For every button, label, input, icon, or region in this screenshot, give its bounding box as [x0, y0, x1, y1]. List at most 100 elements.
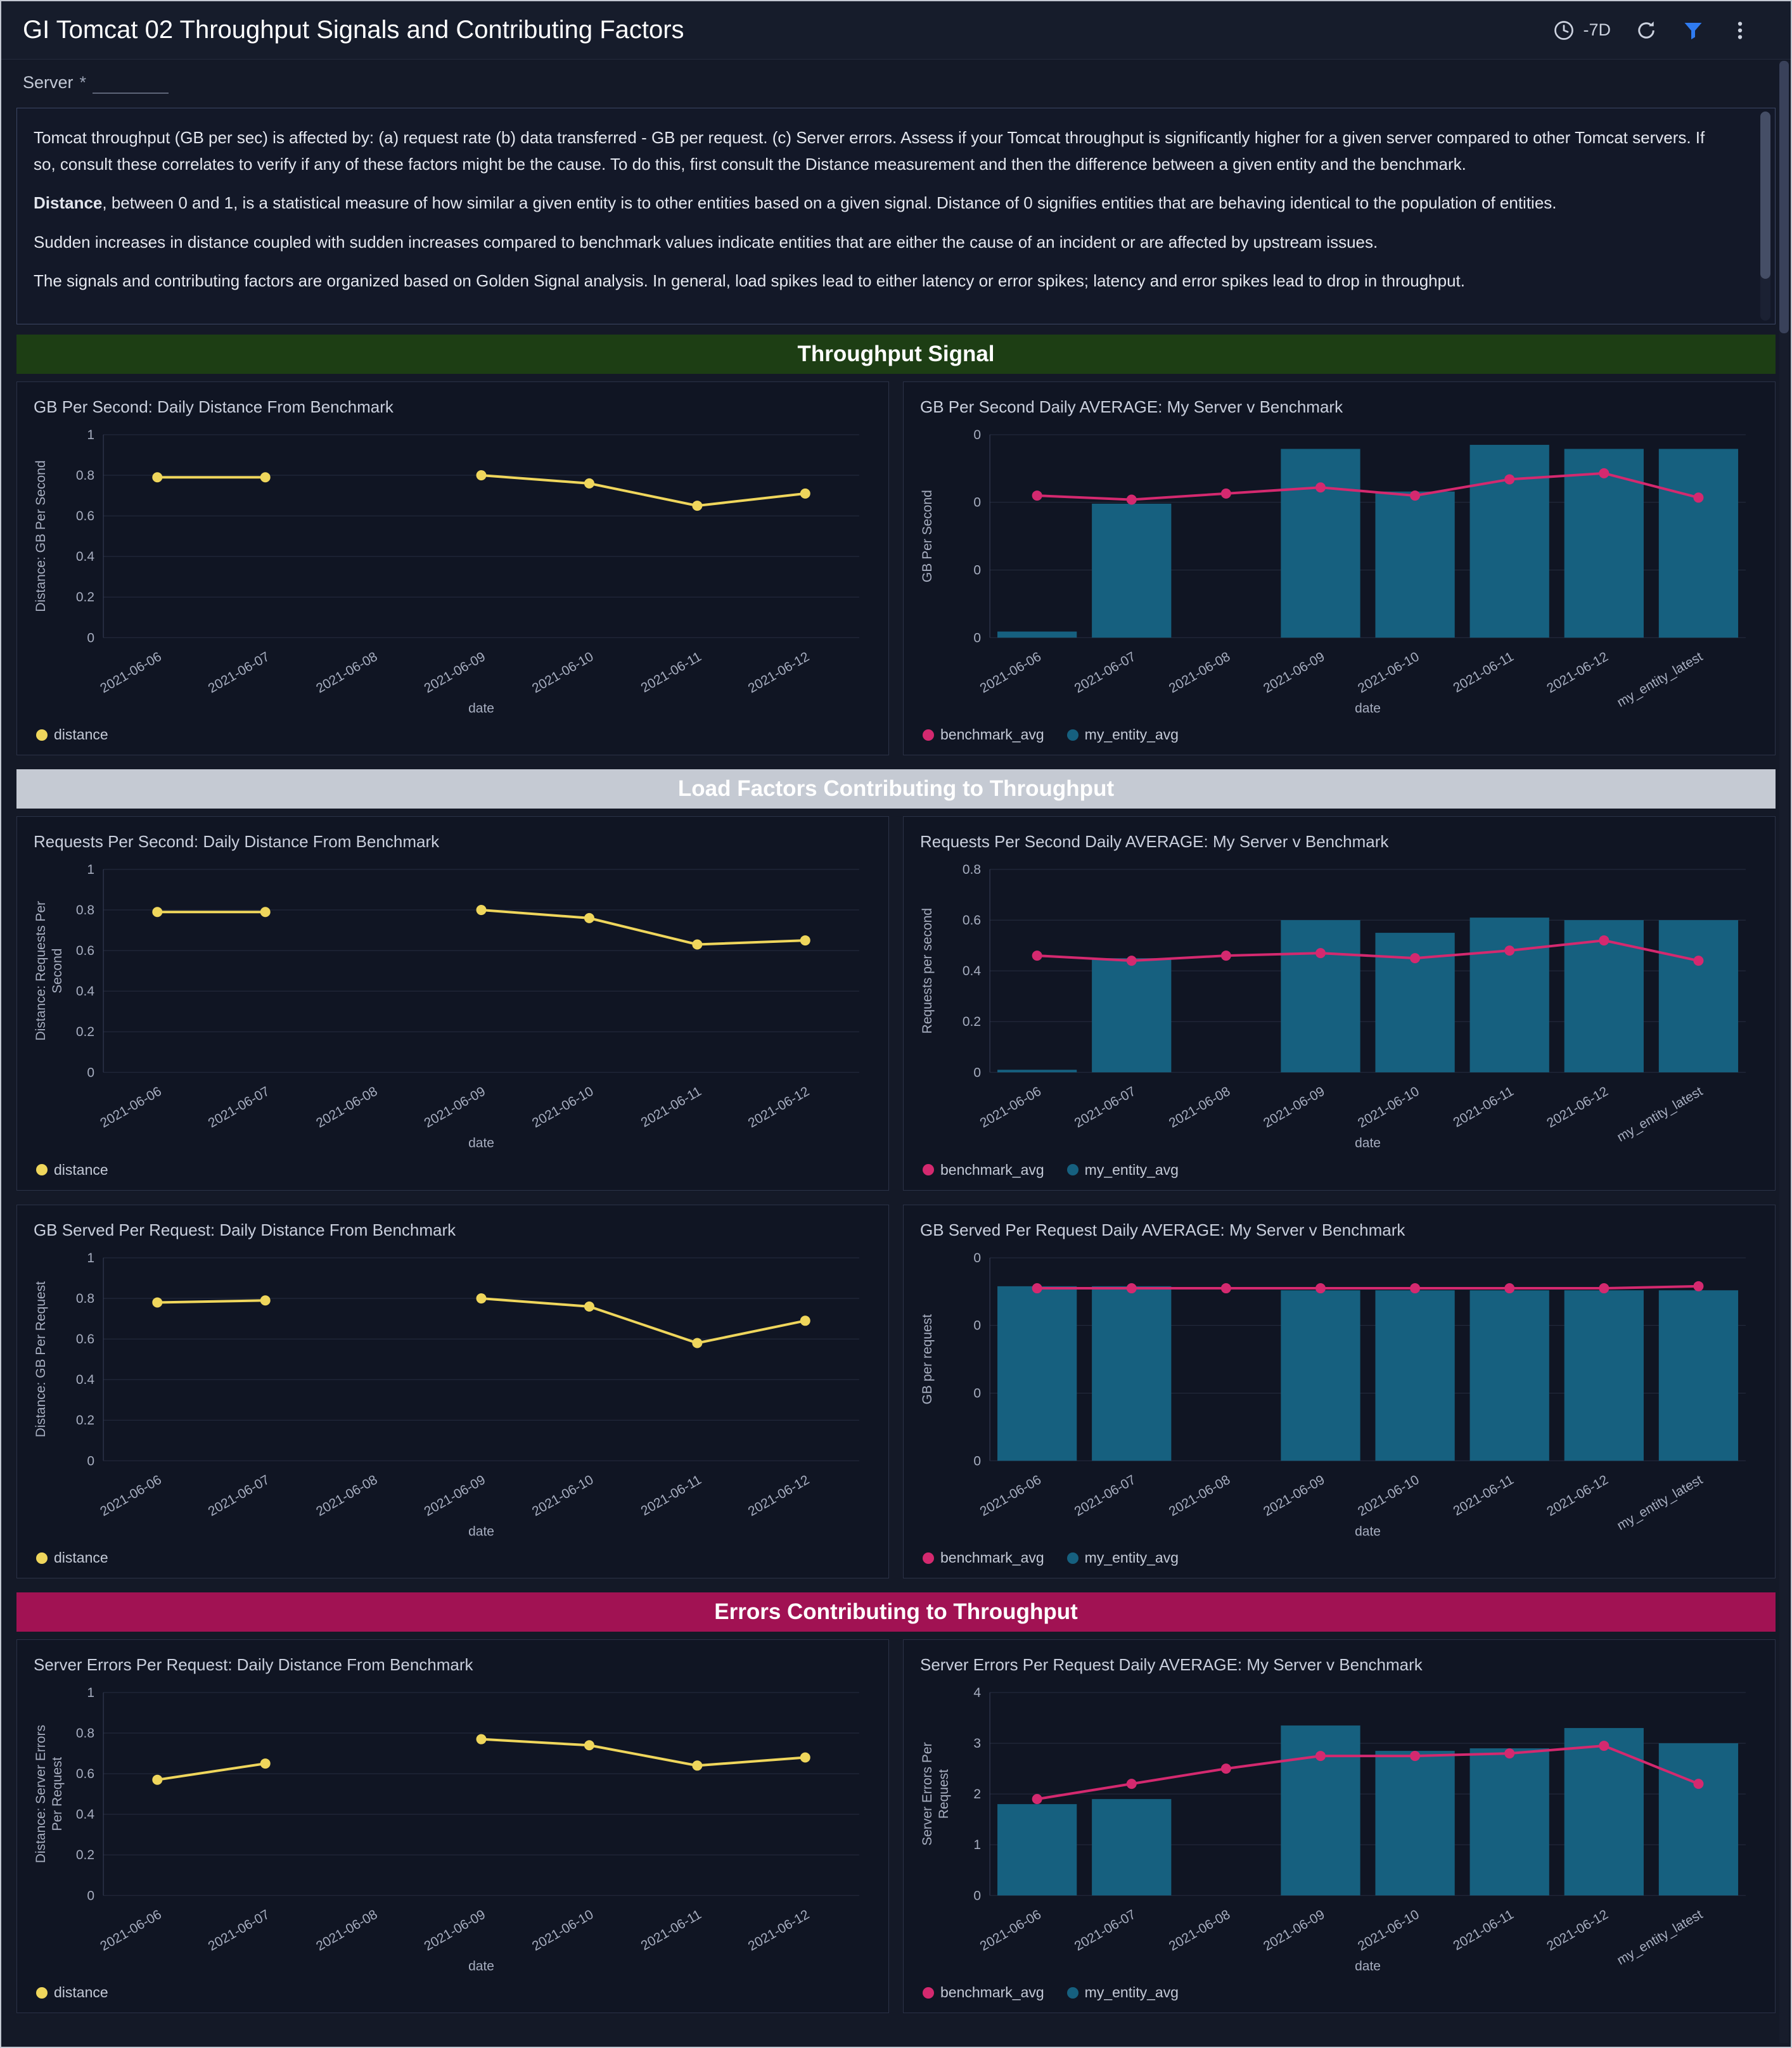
svg-text:0.2: 0.2 — [76, 1025, 94, 1040]
requests-per-second-average-chart[interactable]: 0 0.2 0.4 0.6 0.8 2021-06-06 2021-06-07 2021-06… — [915, 858, 1763, 1156]
panel-title: GB Served Per Request: Daily Distance Fr… — [34, 1220, 456, 1239]
legend-item[interactable]: benchmark_avg — [923, 1984, 1044, 2001]
requests-per-second-distance-chart[interactable]: 0 0.2 0.4 0.6 0.8 1 2021-06-06 2021-06-07 2021-0… — [29, 858, 877, 1156]
legend-item[interactable]: benchmark_avg — [923, 726, 1044, 743]
svg-text:4: 4 — [973, 1686, 981, 1700]
section-title: Errors Contributing to Throughput — [714, 1599, 1078, 1624]
server-filter-input[interactable] — [93, 72, 169, 94]
svg-text:0.6: 0.6 — [76, 1332, 94, 1347]
description-paragraph: Sudden increases in distance coupled wit… — [34, 232, 1378, 252]
panel-row: Server Errors Per Request: Daily Distanc… — [16, 1639, 1776, 2014]
svg-text:2021-06-10: 2021-06-10 — [1355, 650, 1422, 696]
kebab-menu-icon[interactable] — [1729, 19, 1751, 42]
page-title: GI Tomcat 02 Throughput Signals and Cont… — [23, 16, 684, 44]
svg-text:2021-06-06: 2021-06-06 — [978, 650, 1044, 696]
gb-per-second-average-chart[interactable]: 0 0 0 0 2021-06-06 2021-06-07 2021-06-08 2021-0… — [915, 423, 1763, 721]
svg-text:2021-06-12: 2021-06-12 — [746, 1472, 812, 1519]
svg-text:0.6: 0.6 — [963, 913, 981, 928]
legend-dot — [923, 1987, 934, 1999]
svg-text:2021-06-07: 2021-06-07 — [206, 1084, 272, 1131]
svg-text:Request: Request — [937, 1769, 951, 1819]
svg-text:2021-06-08: 2021-06-08 — [1167, 1084, 1233, 1131]
panel-title: GB Per Second: Daily Distance From Bench… — [34, 397, 394, 416]
svg-text:Distance: GB Per Second: Distance: GB Per Second — [34, 460, 48, 611]
legend-item[interactable]: distance — [36, 726, 108, 743]
chart-legend: distance — [29, 1156, 877, 1182]
chart-legend: distance — [29, 1979, 877, 2005]
panel-row: GB Served Per Request: Daily Distance Fr… — [16, 1204, 1776, 1578]
svg-text:0: 0 — [973, 428, 981, 442]
svg-text:2021-06-09: 2021-06-09 — [1261, 1084, 1328, 1131]
panel-gb-per-second-average: GB Per Second Daily AVERAGE: My Server v… — [903, 381, 1776, 756]
svg-text:0: 0 — [973, 496, 981, 510]
svg-text:my_entity_latest: my_entity_latest — [1615, 1907, 1705, 1968]
svg-text:0.2: 0.2 — [76, 1413, 94, 1428]
scrollbar-thumb[interactable] — [1779, 61, 1789, 333]
gb-per-request-distance-chart[interactable]: 0 0.2 0.4 0.6 0.8 1 2021-06-06 2021-06-07 2021-0… — [29, 1246, 877, 1544]
legend-item[interactable]: distance — [36, 1549, 108, 1566]
svg-text:GB Per Second: GB Per Second — [920, 490, 935, 582]
svg-text:my_entity_latest: my_entity_latest — [1615, 650, 1705, 710]
legend-item[interactable]: distance — [36, 1984, 108, 2001]
svg-text:Per Request: Per Request — [50, 1757, 65, 1831]
description-paragraph: Tomcat throughput (GB per sec) is affect… — [34, 128, 1705, 174]
svg-text:2021-06-06: 2021-06-06 — [98, 1472, 164, 1519]
svg-text:date: date — [1355, 1524, 1381, 1539]
svg-text:date: date — [468, 1524, 494, 1539]
time-range-control[interactable]: -7D — [1552, 19, 1611, 42]
legend-item[interactable]: distance — [36, 1162, 108, 1179]
server-errors-distance-chart[interactable]: 0 0.2 0.4 0.6 0.8 1 2021-06-06 2021-06-07 2021-0… — [29, 1681, 877, 1979]
refresh-icon[interactable] — [1635, 19, 1658, 42]
svg-text:2021-06-09: 2021-06-09 — [1261, 1907, 1328, 1954]
legend-item[interactable]: my_entity_avg — [1066, 726, 1179, 743]
legend-item[interactable]: my_entity_avg — [1066, 1549, 1179, 1566]
panel-row: GB Per Second: Daily Distance From Bench… — [16, 381, 1776, 756]
server-errors-average-chart[interactable]: 0 1 2 3 4 2021-06-06 2021-06-07 2021-06-08 2021-… — [915, 1681, 1763, 1979]
svg-text:0.2: 0.2 — [76, 590, 94, 605]
svg-text:2021-06-08: 2021-06-08 — [1167, 1472, 1233, 1519]
description-scrollbar[interactable] — [1760, 112, 1770, 321]
svg-text:2021-06-10: 2021-06-10 — [530, 1907, 596, 1954]
svg-text:date: date — [468, 1959, 494, 1973]
svg-text:0.6: 0.6 — [76, 509, 94, 523]
svg-text:Distance: Server Errors: Distance: Server Errors — [34, 1725, 48, 1863]
gb-per-request-average-chart[interactable]: 0 0 0 0 2021-06-06 2021-06-07 2021-06-08 2021-0… — [915, 1246, 1763, 1544]
header-actions: -7D — [1552, 19, 1769, 42]
svg-text:date: date — [1355, 1136, 1381, 1151]
legend-item[interactable]: benchmark_avg — [923, 1549, 1044, 1566]
page-scrollbar[interactable] — [1779, 61, 1789, 2043]
panel-row: Requests Per Second: Daily Distance From… — [16, 816, 1776, 1191]
svg-text:2021-06-06: 2021-06-06 — [98, 650, 164, 696]
legend-item[interactable]: my_entity_avg — [1066, 1984, 1179, 2001]
svg-text:2021-06-10: 2021-06-10 — [1355, 1907, 1422, 1954]
svg-text:2021-06-10: 2021-06-10 — [530, 650, 596, 696]
panel-server-errors-distance: Server Errors Per Request: Daily Distanc… — [16, 1639, 889, 2014]
scrollbar-thumb[interactable] — [1760, 112, 1770, 279]
legend-item[interactable]: benchmark_avg — [923, 1162, 1044, 1179]
header: GI Tomcat 02 Throughput Signals and Cont… — [1, 1, 1791, 60]
svg-text:0: 0 — [87, 1888, 94, 1903]
svg-text:GB per request: GB per request — [920, 1314, 935, 1404]
svg-text:2021-06-08: 2021-06-08 — [1167, 1907, 1233, 1954]
panel-title: GB Per Second Daily AVERAGE: My Server v… — [920, 397, 1343, 416]
svg-text:0: 0 — [973, 1318, 981, 1333]
section-title: Load Factors Contributing to Throughput — [677, 776, 1115, 802]
filter-icon[interactable] — [1682, 19, 1705, 42]
section-banner-throughput-signal: Throughput Signal — [16, 334, 1776, 374]
legend-item[interactable]: my_entity_avg — [1066, 1162, 1179, 1179]
section-banner-load-factors: Load Factors Contributing to Throughput — [16, 769, 1776, 809]
gb-per-second-distance-chart[interactable]: 0 0.2 0.4 0.6 0.8 1 2021-06-06 2021-06-07 2021-0… — [29, 423, 877, 721]
svg-text:2021-06-09: 2021-06-09 — [422, 1472, 489, 1519]
svg-text:2021-06-06: 2021-06-06 — [978, 1907, 1044, 1954]
legend-dot — [923, 1552, 934, 1564]
svg-text:1: 1 — [87, 1686, 94, 1700]
svg-text:1: 1 — [87, 862, 94, 877]
svg-text:2021-06-10: 2021-06-10 — [1355, 1084, 1422, 1131]
chart-legend: benchmark_avg my_entity_avg — [915, 1979, 1763, 2005]
svg-text:0.6: 0.6 — [76, 1767, 94, 1781]
svg-text:0: 0 — [973, 1251, 981, 1265]
svg-text:2021-06-12: 2021-06-12 — [746, 1084, 812, 1131]
svg-text:0: 0 — [973, 1386, 981, 1400]
svg-text:0.4: 0.4 — [963, 964, 982, 978]
